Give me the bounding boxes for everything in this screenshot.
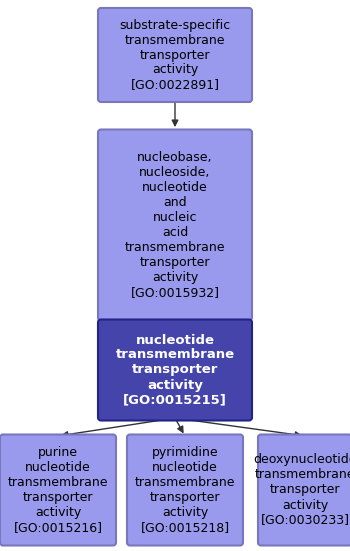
FancyBboxPatch shape (258, 435, 350, 545)
FancyBboxPatch shape (98, 320, 252, 420)
FancyBboxPatch shape (127, 435, 243, 545)
FancyBboxPatch shape (98, 8, 252, 102)
Text: substrate-specific
transmembrane
transporter
activity
[GO:0022891]: substrate-specific transmembrane transpo… (119, 19, 231, 91)
Text: purine
nucleotide
transmembrane
transporter
activity
[GO:0015216]: purine nucleotide transmembrane transpor… (8, 446, 108, 534)
Text: pyrimidine
nucleotide
transmembrane
transporter
activity
[GO:0015218]: pyrimidine nucleotide transmembrane tran… (135, 446, 235, 534)
Text: nucleotide
transmembrane
transporter
activity
[GO:0015215]: nucleotide transmembrane transporter act… (116, 333, 234, 407)
Text: deoxynucleotide
transmembrane
transporter
activity
[GO:0030233]: deoxynucleotide transmembrane transporte… (253, 453, 350, 527)
FancyBboxPatch shape (98, 129, 252, 321)
FancyBboxPatch shape (0, 435, 116, 545)
Text: nucleobase,
nucleoside,
nucleotide
and
nucleic
acid
transmembrane
transporter
ac: nucleobase, nucleoside, nucleotide and n… (125, 151, 225, 299)
